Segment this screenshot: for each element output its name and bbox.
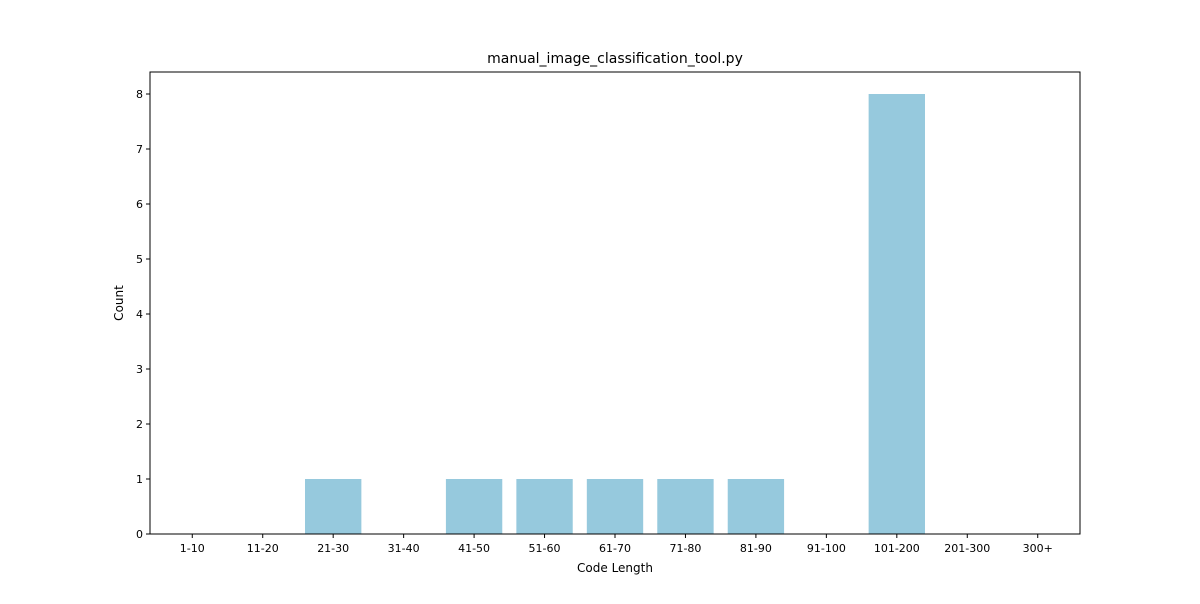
y-tick-label: 8 <box>136 88 143 101</box>
plot-frame <box>149 71 1081 535</box>
bars-group <box>305 94 925 534</box>
x-axis-label: Code Length <box>577 561 653 575</box>
y-tick-label: 2 <box>136 418 143 431</box>
bar-71-80 <box>657 479 714 534</box>
y-tick-label: 3 <box>136 363 143 376</box>
x-tick-label: 81-90 <box>740 542 772 555</box>
y-tick-label: 1 <box>136 473 143 486</box>
x-axis-ticks: 1-10 11-20 21-30 31-40 41-50 51-60 61-70 71-80 8… <box>180 534 1053 555</box>
y-tick-label: 7 <box>136 143 143 156</box>
x-tick-label: 101-200 <box>874 542 920 555</box>
bar-41-50 <box>445 479 503 534</box>
y-tick-label: 5 <box>136 253 143 266</box>
y-tick-label: 0 <box>136 528 143 541</box>
y-tick-label: 6 <box>136 198 143 211</box>
x-tick-label: 91-100 <box>807 542 846 555</box>
x-tick-label: 41-50 <box>458 542 490 555</box>
x-tick-label: 21-30 <box>317 542 349 555</box>
x-tick-label: 11-20 <box>247 542 279 555</box>
x-tick-label: 31-40 <box>388 542 420 555</box>
x-tick-label: 71-80 <box>669 542 701 555</box>
bar-51-60 <box>516 479 573 534</box>
y-axis-label: Count <box>112 285 126 321</box>
y-axis-ticks: 0 1 2 3 4 5 6 7 8 <box>136 88 150 541</box>
bar-101-200 <box>868 94 925 534</box>
y-tick-label: 4 <box>136 308 143 321</box>
x-tick-label: 61-70 <box>599 542 631 555</box>
x-tick-label: 300+ <box>1023 542 1053 555</box>
x-tick-label: 51-60 <box>529 542 561 555</box>
bar-81-90 <box>727 479 785 534</box>
chart-title: manual_image_classification_tool.py <box>487 51 743 67</box>
x-tick-label: 1-10 <box>180 542 205 555</box>
x-tick-label: 201-300 <box>944 542 990 555</box>
bar-61-70 <box>586 479 644 534</box>
bar-21-30 <box>305 479 362 534</box>
